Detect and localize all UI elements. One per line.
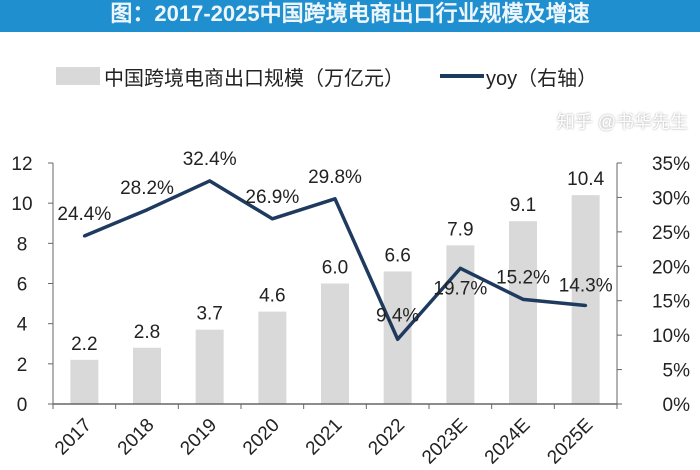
- yoy-point-2021: [333, 197, 337, 201]
- bar-2020: [258, 311, 287, 404]
- bar-label: 2.8: [134, 322, 160, 343]
- legend-label-bar: 中国跨境电商出口规模（万亿元）: [104, 67, 404, 90]
- legend-swatch-bar: [56, 67, 100, 85]
- yoy-label: 15.2%: [496, 267, 550, 288]
- yoy-point-2020: [270, 217, 274, 221]
- right-tick-label: 15%: [652, 292, 690, 313]
- x-tick-label: 2017: [51, 415, 96, 460]
- bar-label: 4.6: [259, 286, 285, 307]
- yoy-point-2025E: [584, 304, 588, 308]
- left-tick-label: 10: [11, 194, 32, 215]
- right-tick-label: 5%: [663, 361, 691, 382]
- right-tick-label: 25%: [652, 223, 690, 244]
- yoy-label: 19.7%: [433, 278, 487, 299]
- legend-item-bar: 中国跨境电商出口规模（万亿元）: [56, 58, 404, 94]
- bar-label: 2.2: [71, 334, 97, 355]
- legend-label-line: yoy（右轴）: [486, 67, 598, 90]
- yoy-point-2018: [145, 208, 149, 212]
- bar-2024E: [509, 221, 537, 404]
- yoy-point-2022: [396, 337, 400, 341]
- bar-2021: [321, 283, 349, 404]
- legend-item-line: yoy（右轴）: [440, 58, 597, 94]
- yoy-label: 32.4%: [183, 149, 237, 170]
- x-tick-label: 2018: [114, 415, 159, 460]
- bar-label: 6.0: [322, 258, 348, 279]
- x-tick-label: 2022: [364, 415, 409, 460]
- x-tick-label: 2024E: [481, 415, 535, 469]
- yoy-label: 26.9%: [245, 187, 299, 208]
- yoy-label: 14.3%: [559, 276, 613, 297]
- bar-2019: [195, 329, 224, 404]
- left-tick-label: 12: [11, 154, 32, 175]
- chart-title: 图：2017-2025中国跨境电商出口行业规模及增速: [0, 0, 700, 32]
- x-tick-label: 2021: [302, 415, 347, 460]
- left-tick-label: 0: [17, 395, 28, 416]
- yoy-point-2023E: [458, 266, 462, 270]
- yoy-label: 29.8%: [308, 167, 362, 188]
- legend-swatch-line: [440, 74, 484, 78]
- right-tick-label: 20%: [652, 257, 690, 278]
- left-tick-label: 4: [17, 315, 28, 336]
- left-tick-label: 2: [17, 355, 28, 376]
- right-tick-label: 35%: [652, 154, 690, 175]
- bar-label: 6.6: [384, 245, 410, 266]
- bar-label: 3.7: [196, 304, 222, 325]
- bar-2025E: [571, 195, 600, 404]
- legend: 中国跨境电商出口规模（万亿元） yoy（右轴）: [0, 58, 700, 94]
- bar-label: 9.1: [510, 195, 536, 216]
- bar-label: 7.9: [447, 219, 473, 240]
- x-tick-label: 2019: [176, 415, 221, 460]
- yoy-label: 28.2%: [120, 178, 174, 199]
- bar-label: 10.4: [567, 169, 604, 190]
- yoy-label: 9.4%: [376, 305, 419, 326]
- x-tick-label: 2025E: [543, 415, 597, 469]
- watermark: 知乎 @书华先生: [556, 112, 688, 132]
- x-tick-label: 2023E: [418, 415, 472, 469]
- left-tick-label: 8: [17, 234, 28, 255]
- right-tick-label: 0%: [663, 395, 691, 416]
- bar-2018: [133, 347, 161, 404]
- bar-2017: [70, 359, 99, 404]
- x-tick-label: 2020: [239, 415, 284, 460]
- yoy-point-2017: [82, 234, 86, 238]
- left-tick-label: 6: [17, 275, 28, 296]
- yoy-point-2019: [208, 179, 212, 183]
- yoy-label: 24.4%: [57, 204, 111, 225]
- right-tick-label: 30%: [652, 188, 690, 209]
- right-tick-label: 10%: [652, 326, 690, 347]
- yoy-point-2024E: [521, 297, 525, 301]
